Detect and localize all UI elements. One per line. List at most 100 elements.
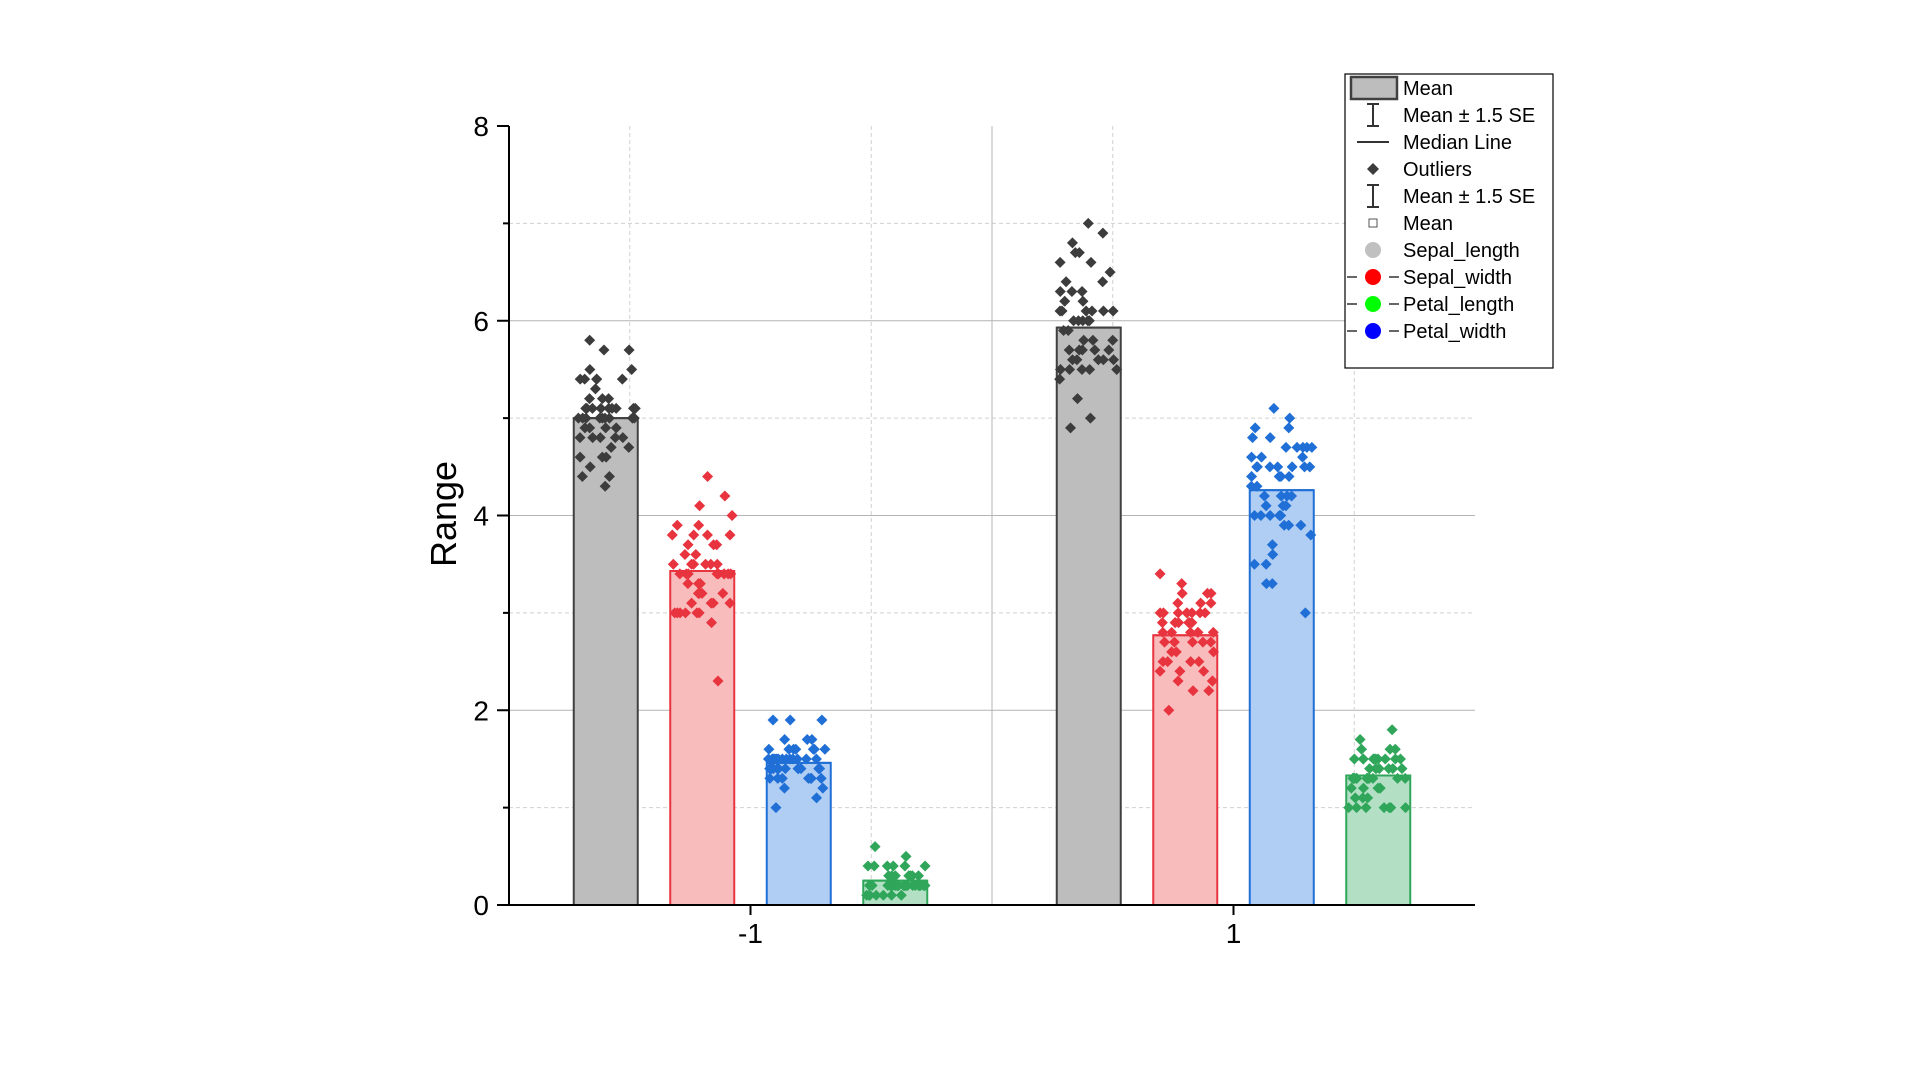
data-point: [1246, 471, 1258, 483]
data-point: [1394, 753, 1406, 765]
data-point: [574, 451, 586, 463]
data-point: [919, 860, 931, 872]
legend-swatch-errorbar: [1367, 103, 1379, 127]
data-point: [886, 880, 898, 892]
data-point: [706, 617, 718, 629]
data-point: [1387, 763, 1399, 775]
data-point: [599, 480, 611, 492]
legend-swatch-dot: [1365, 269, 1381, 285]
data-point: [701, 529, 713, 541]
data-point: [771, 763, 783, 775]
data-point: [666, 529, 678, 541]
bar: [765, 761, 832, 907]
data-point: [1273, 471, 1285, 483]
data-point: [869, 841, 881, 853]
data-point: [1059, 295, 1071, 307]
data-point: [1076, 363, 1088, 375]
data-point: [609, 432, 621, 444]
data-point: [1205, 597, 1217, 609]
data-point: [1073, 344, 1085, 356]
data-point: [586, 402, 598, 414]
data-point: [1083, 315, 1095, 327]
data-point: [1072, 315, 1084, 327]
data-point: [700, 558, 712, 570]
data-point: [918, 880, 930, 892]
data-point: [792, 763, 804, 775]
data-point: [694, 578, 706, 590]
data-point: [1084, 412, 1096, 424]
data-point: [816, 714, 828, 726]
legend-label: Mean ± 1.5 SE: [1403, 186, 1535, 208]
data-point: [1172, 675, 1184, 687]
data-point: [1054, 363, 1066, 375]
data-point: [603, 471, 615, 483]
data-point: [790, 743, 802, 755]
data-point: [1299, 461, 1311, 473]
data-point: [1361, 772, 1373, 784]
data-point: [783, 743, 795, 755]
data-point: [810, 753, 822, 765]
data-point: [686, 597, 698, 609]
data-point: [623, 344, 635, 356]
data-point: [780, 753, 792, 765]
data-point: [819, 743, 831, 755]
data-point: [1392, 772, 1404, 784]
data-point: [1066, 286, 1078, 298]
data-point: [671, 519, 683, 531]
data-point: [688, 529, 700, 541]
data-point: [718, 568, 730, 580]
data-point: [617, 432, 629, 444]
data-point: [711, 539, 723, 551]
data-point: [724, 529, 736, 541]
data-point: [1198, 665, 1210, 677]
data-point: [899, 880, 911, 892]
data-point: [1301, 441, 1313, 453]
legend-label: Sepal_width: [1403, 267, 1512, 289]
data-point: [606, 402, 618, 414]
data-point: [1077, 295, 1089, 307]
data-point: [886, 889, 898, 901]
data-point: [1247, 432, 1259, 444]
data-point: [1351, 802, 1363, 814]
data-point: [887, 860, 899, 872]
data-point: [1275, 490, 1287, 502]
axes-layer: 0 2 4 6 8 -1 1: [473, 111, 1475, 949]
data-point: [628, 412, 640, 424]
data-point: [1246, 451, 1258, 463]
data-point: [1054, 256, 1066, 268]
data-point: [1291, 441, 1303, 453]
data-point: [1354, 733, 1366, 745]
data-point: [598, 344, 610, 356]
data-point: [1284, 412, 1296, 424]
legend-swatch-dot: [1365, 296, 1381, 312]
data-point: [682, 568, 694, 580]
data-point: [1157, 656, 1169, 668]
legend-swatch-diamond: [1367, 163, 1379, 175]
data-point: [1205, 636, 1217, 648]
data-point: [705, 597, 717, 609]
data-point: [719, 490, 731, 502]
data-point: [779, 763, 791, 775]
legend-swatch-dot: [1365, 242, 1381, 258]
data-point: [1396, 763, 1408, 775]
data-point: [1356, 743, 1368, 755]
data-point: [717, 587, 729, 599]
data-point: [1086, 305, 1098, 317]
y-axis-title: Range: [423, 461, 464, 567]
data-point: [1082, 217, 1094, 229]
data-point: [1107, 305, 1119, 317]
data-point: [776, 772, 788, 784]
data-point: [1283, 471, 1295, 483]
data-point: [862, 860, 874, 872]
data-point: [899, 860, 911, 872]
data-point: [702, 471, 714, 483]
data-point: [1379, 753, 1391, 765]
y-tick-label: 6: [473, 306, 489, 337]
data-point: [800, 753, 812, 765]
data-point: [694, 500, 706, 512]
data-point: [770, 802, 782, 814]
legend-label: Mean ± 1.5 SE: [1403, 105, 1535, 127]
data-point: [1207, 626, 1219, 638]
data-point: [669, 607, 681, 619]
legend-label: Outliers: [1403, 159, 1472, 181]
